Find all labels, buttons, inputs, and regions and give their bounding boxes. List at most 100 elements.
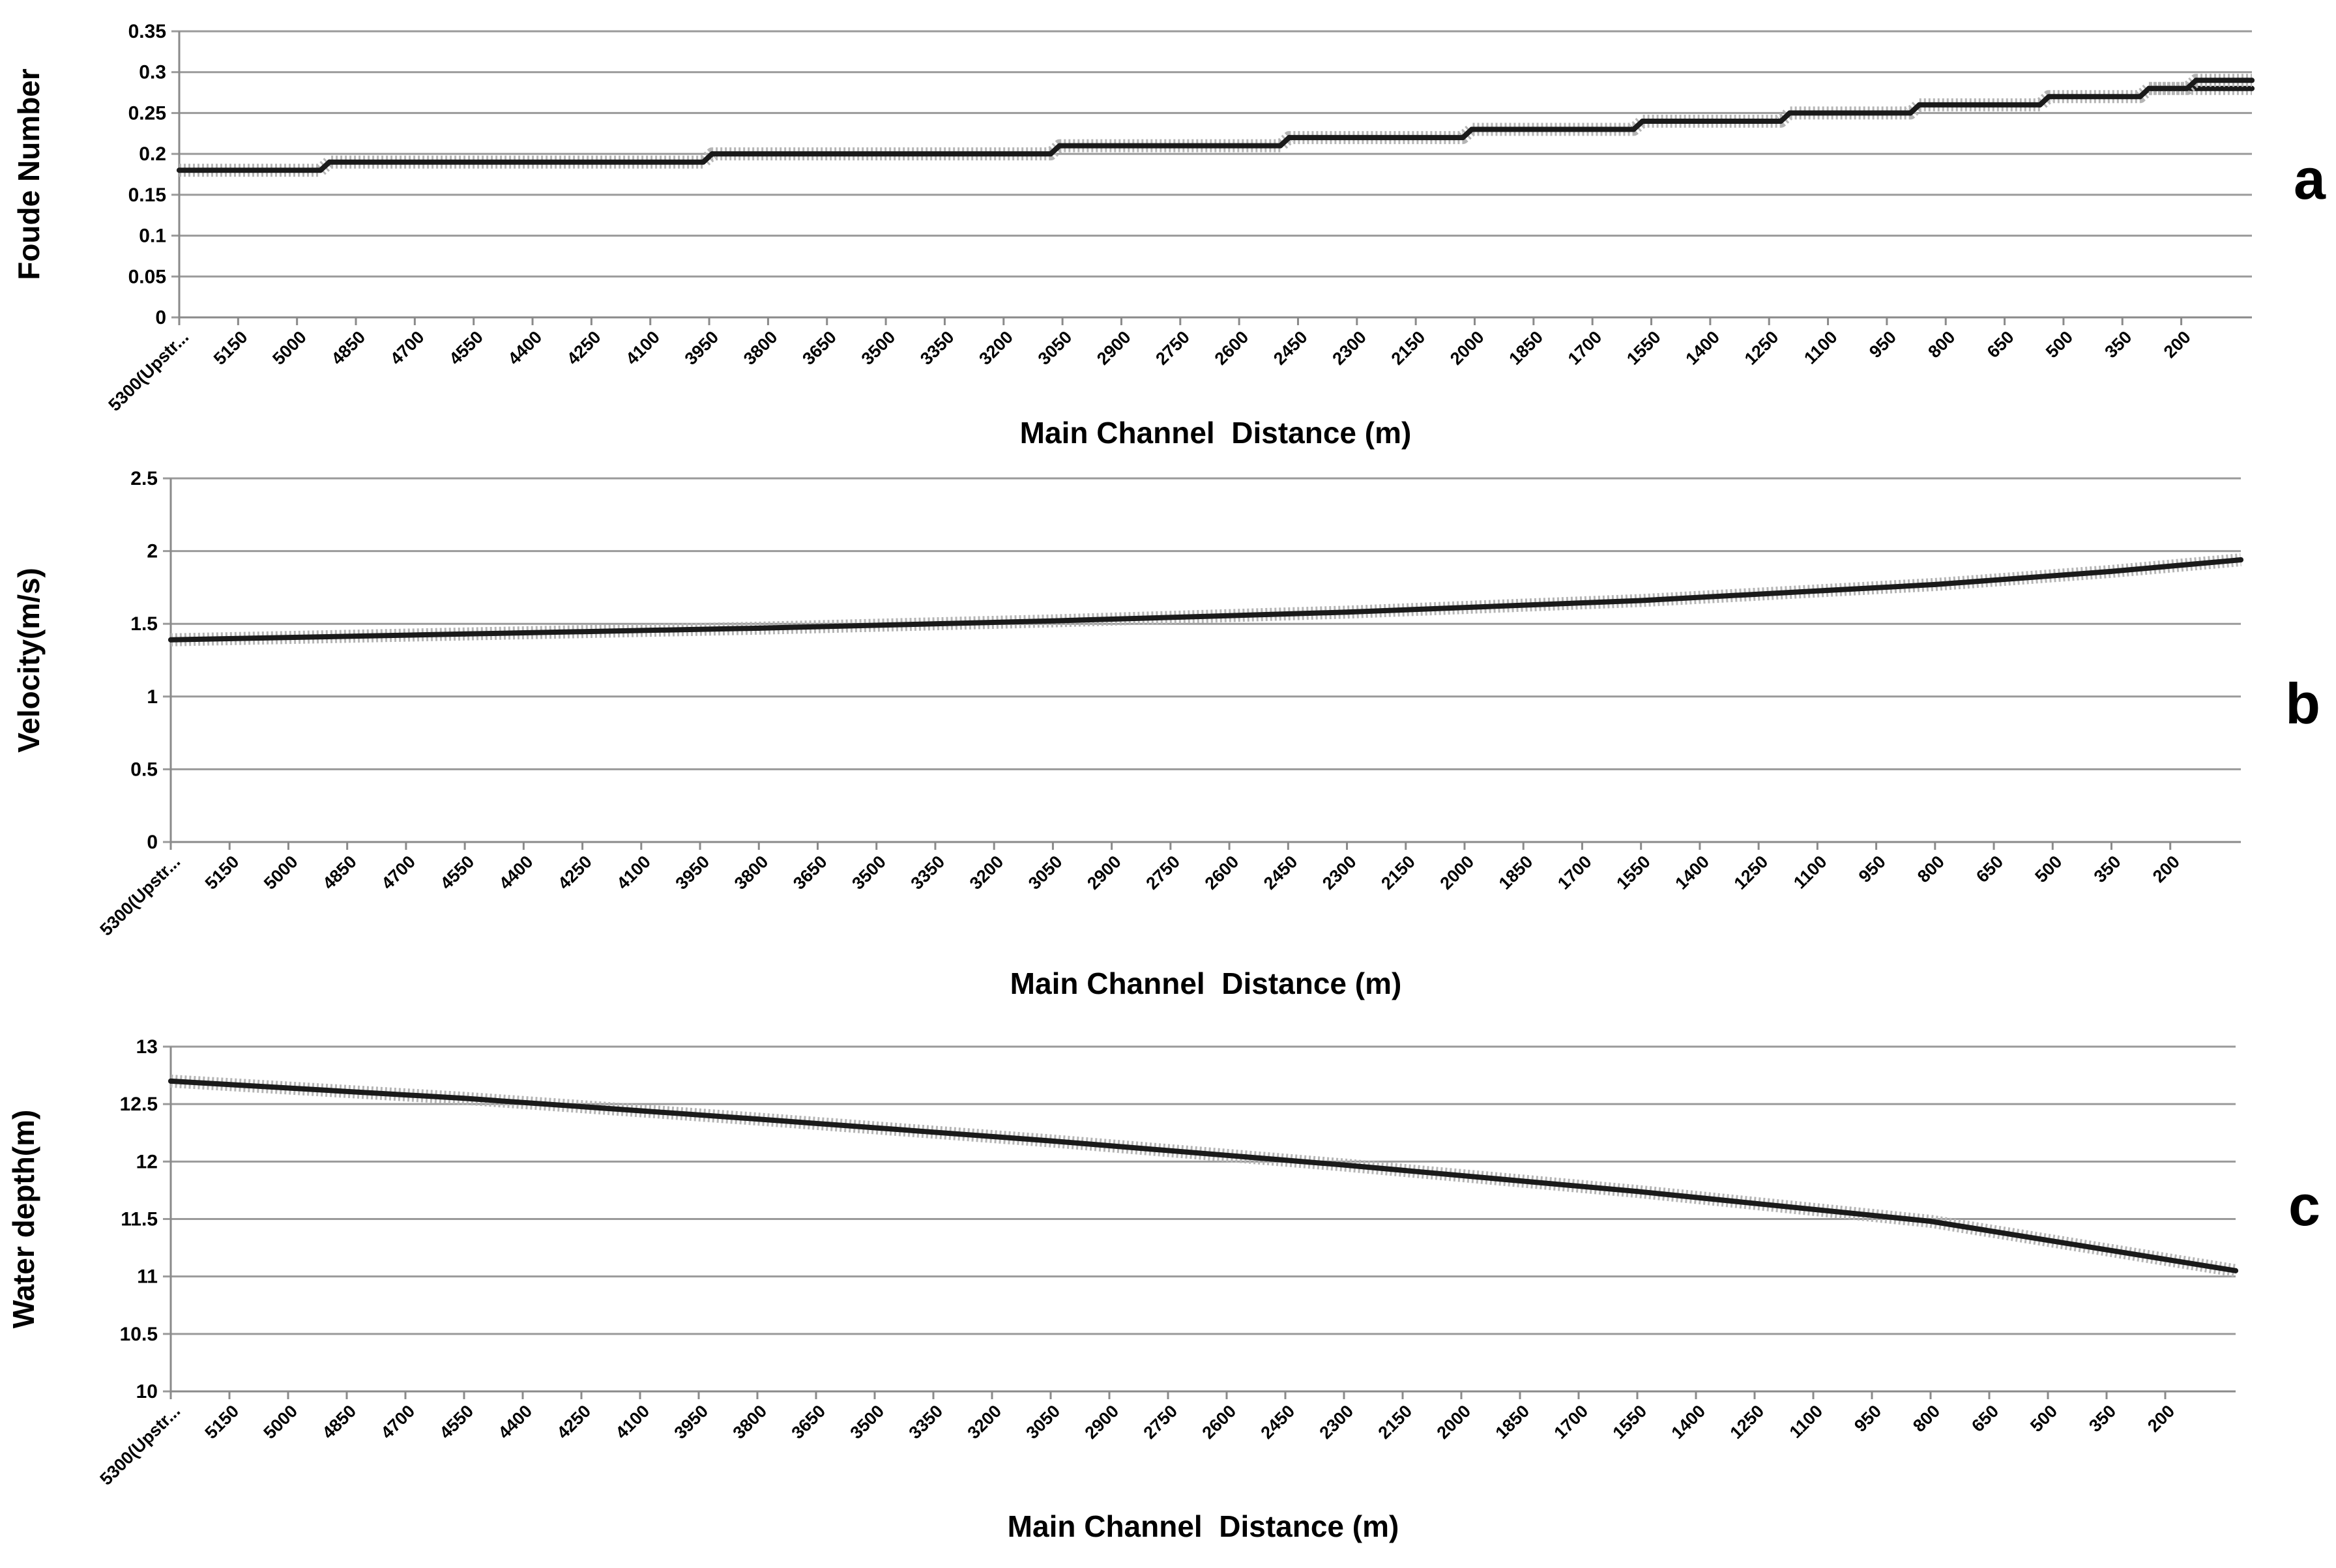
y-axis-title: Foude Number xyxy=(12,68,46,280)
panel-a: 0 0.05 0.1 0.15 0.2 0.25 0.3 0.35 5300(Upstr... 5… xyxy=(12,21,2326,450)
x-tick-label: 4250 xyxy=(554,852,596,893)
data-point xyxy=(1635,1189,1640,1195)
x-tick-label: 3800 xyxy=(731,852,772,893)
x-tick-label: 2300 xyxy=(1319,852,1360,893)
x-tick-label: 4400 xyxy=(495,1401,536,1443)
x-tick-label: 3950 xyxy=(671,1401,712,1443)
x-tick-label: 2150 xyxy=(1388,327,1429,369)
x-tick-label: 200 xyxy=(2149,852,2183,886)
x-tick-label: 5300(Upstr... xyxy=(96,852,184,940)
data-point xyxy=(327,159,332,165)
x-tick-label: 2600 xyxy=(1199,1401,1240,1443)
x-tick-label: 3650 xyxy=(789,852,831,893)
x-tick-label: 4250 xyxy=(563,327,605,369)
data-point xyxy=(1286,135,1292,141)
y-tick-label: 2.5 xyxy=(130,468,158,489)
y-tick-label: 0.1 xyxy=(139,225,166,247)
x-tick-label: 3800 xyxy=(729,1401,771,1443)
x-tick-label: 1400 xyxy=(1668,1401,1710,1443)
series-line-halo xyxy=(170,553,2241,646)
y-tick-label: 12.5 xyxy=(120,1094,158,1115)
data-point xyxy=(1787,110,1792,116)
x-tick-label: 1700 xyxy=(1551,1401,1592,1443)
data-point xyxy=(2146,85,2152,91)
x-tick-label: 800 xyxy=(1924,327,1959,362)
x-tick-label: 5000 xyxy=(260,1401,302,1443)
x-tick-label: 4850 xyxy=(319,1401,360,1443)
x-tick-label: 4100 xyxy=(622,327,664,369)
x-tick-label: 2750 xyxy=(1152,327,1193,369)
x-axis-title: Main Channel Distance (m) xyxy=(1020,416,1412,450)
y-tick-label: 2 xyxy=(147,541,158,562)
x-tick-label: 3350 xyxy=(907,852,949,893)
x-axis-title: Main Channel Distance (m) xyxy=(1010,966,1402,1000)
data-point xyxy=(1048,1138,1053,1144)
data-point xyxy=(2109,568,2114,574)
x-tick-label: 2600 xyxy=(1201,852,1243,893)
panel-b: 0 0.5 1 1.5 2 2.5 5300(Upstr... 5150 5000 4850 470… xyxy=(12,468,2320,1000)
data-point xyxy=(1468,126,1474,132)
data-point xyxy=(2249,85,2255,91)
x-tick-label: 2300 xyxy=(1316,1401,1358,1443)
x-tick-label: 2900 xyxy=(1093,327,1135,369)
series-line xyxy=(168,1078,2238,1273)
data-point xyxy=(2238,557,2243,562)
x-tick-label: 4400 xyxy=(504,327,546,369)
panel-label: a xyxy=(2294,147,2326,211)
x-tick-label: 4100 xyxy=(612,1401,654,1443)
data-point xyxy=(1341,1162,1347,1168)
x-tick-label: 1100 xyxy=(1800,327,1841,368)
x-tick-label: 350 xyxy=(2090,852,2125,886)
x-tick-label: 3500 xyxy=(858,327,899,369)
y-tick-label: 0.2 xyxy=(139,143,166,165)
data-point xyxy=(756,625,762,631)
x-tick-label: 2450 xyxy=(1257,1401,1299,1443)
series-line-halo xyxy=(170,1074,2237,1277)
x-tick-label: 3650 xyxy=(798,327,840,369)
data-point xyxy=(168,1078,173,1084)
x-tick-label: 2450 xyxy=(1270,327,1311,369)
x-tick-label: 2450 xyxy=(1260,852,1302,893)
data-point xyxy=(1639,118,1645,124)
data-point xyxy=(1057,143,1062,149)
x-tick-label: 4550 xyxy=(436,1401,478,1443)
y-tick-label: 12 xyxy=(136,1151,158,1172)
data-point xyxy=(1908,110,1914,116)
y-tick-label: 11.5 xyxy=(121,1209,158,1230)
x-tick-label: 350 xyxy=(2101,327,2135,362)
x-tick-label: 5150 xyxy=(210,327,252,369)
x-tick-label: 5000 xyxy=(269,327,310,369)
data-point xyxy=(461,1096,467,1101)
x-tick-label: 950 xyxy=(1865,327,1900,362)
y-tick-label: 0.25 xyxy=(128,102,166,124)
x-tick-label: 2000 xyxy=(1433,1401,1475,1443)
x-tick-label: 1700 xyxy=(1554,852,1596,893)
x-tick-label: 5300(Upstr... xyxy=(104,327,192,415)
data-point xyxy=(1778,118,1784,124)
x-tick-label: 1850 xyxy=(1495,852,1537,893)
x-tick-label: 500 xyxy=(2042,327,2077,362)
y-tick-label: 1.5 xyxy=(130,613,158,635)
data-point xyxy=(1278,143,1283,149)
y-tick-label: 0.5 xyxy=(130,759,158,780)
x-tick-label: 950 xyxy=(1850,1401,1885,1436)
x-tick-label: 4700 xyxy=(377,1401,419,1443)
data-point xyxy=(2249,78,2255,83)
x-tick-label: 200 xyxy=(2144,1401,2178,1436)
x-tick-label: 2000 xyxy=(1446,327,1488,369)
y-tick-label: 10 xyxy=(136,1381,158,1402)
x-tick-label: 800 xyxy=(1914,852,1948,886)
data-point xyxy=(1638,598,1644,603)
y-tick-label: 0.15 xyxy=(128,184,166,206)
x-tick-label: 2750 xyxy=(1140,1401,1182,1443)
x-tick-label: 1250 xyxy=(1741,327,1783,369)
x-tick-label: 2300 xyxy=(1328,327,1370,369)
data-point xyxy=(1932,581,1938,587)
x-tick-label: 1100 xyxy=(1786,1401,1827,1442)
x-tick-label: 2150 xyxy=(1377,852,1419,893)
x-tick-label: 3200 xyxy=(966,852,1008,893)
x-tick-label: 3050 xyxy=(1023,1401,1064,1443)
x-tick-label: 3050 xyxy=(1034,327,1076,369)
x-tick-label: 1850 xyxy=(1505,327,1547,369)
